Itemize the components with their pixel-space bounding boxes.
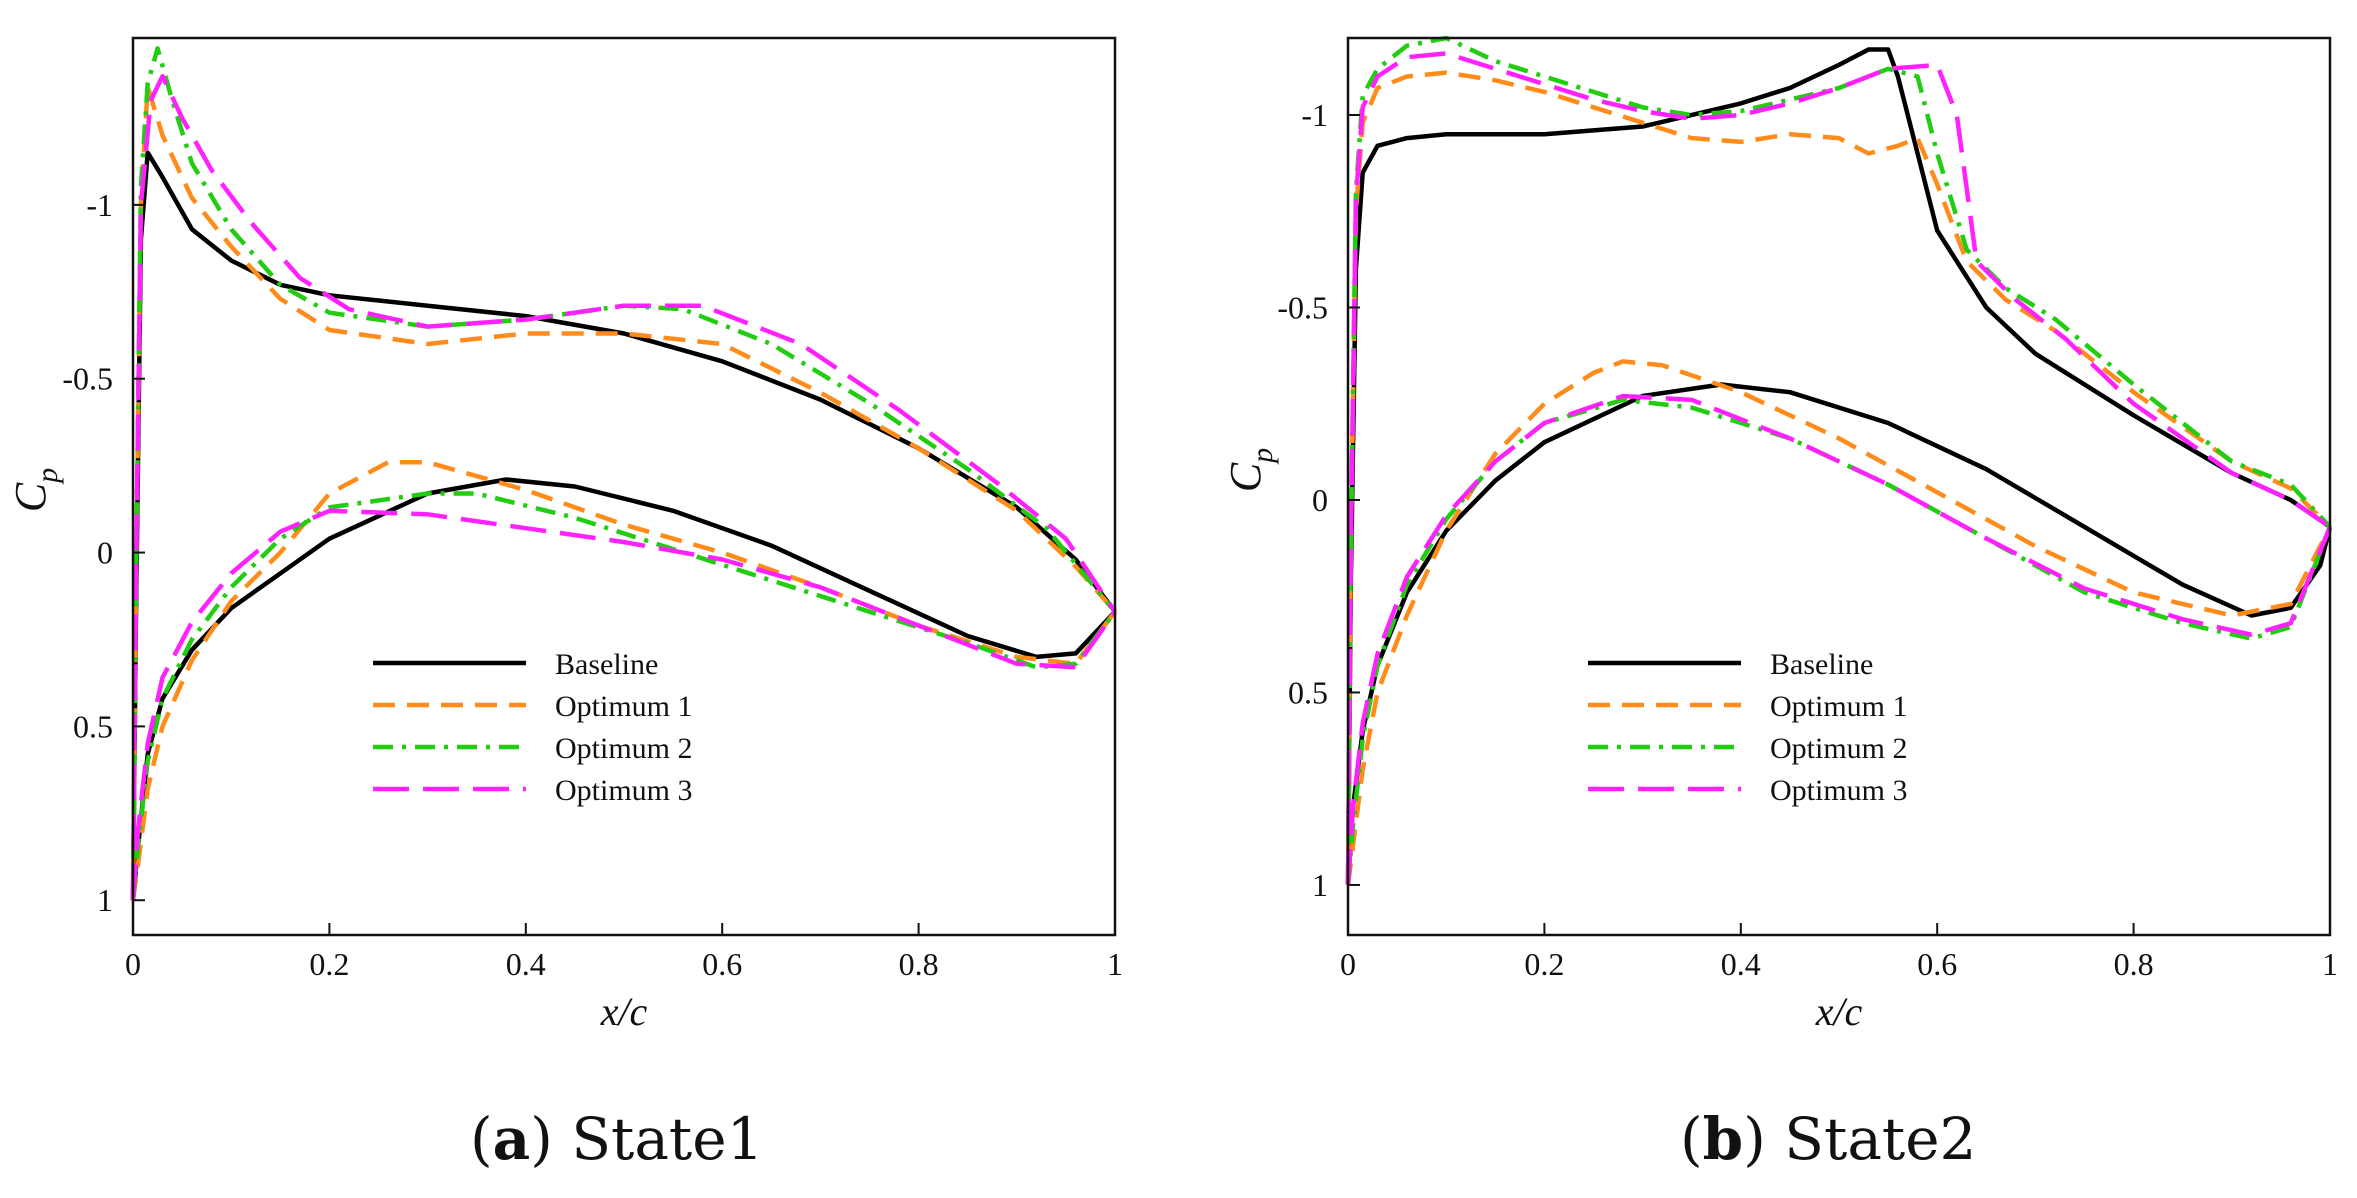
caption-letter-b: b [1702,1105,1744,1173]
y-axis-label: Cp [6,468,64,512]
x-axis-label: x/c [600,989,648,1034]
caption-text-b: State2 [1784,1105,1977,1173]
series-line-optimum-1-lower [1345,359,2333,886]
series-line-optimum-3-upper [1345,51,2332,886]
x-tick-label: 0 [1340,946,1356,982]
x-tick-label: 1 [2322,946,2338,982]
series-line-optimum-3-lower [130,508,1117,901]
plot-frame [1346,36,2332,937]
caption-letter-a: a [492,1105,531,1173]
y-tick-label: 1 [1312,867,1328,903]
x-axis-label: x/c [1815,989,1863,1034]
chart-panel-b: 0 0.2 0.4 0.6 0.8 1 -1 -0.5 0 0.5 1 x/c Cp Baseline Op… [1221,35,2338,1034]
y-tick-label: 0 [97,535,113,571]
series-line-optimum-1-upper [1345,70,2332,886]
y-tick-label: -0.5 [1277,289,1328,325]
y-tick-label: -1 [86,187,113,223]
y-tick-label: 1 [97,882,113,918]
x-tick-label: 0.6 [1917,946,1957,982]
series-line-baseline-upper [1345,47,2332,886]
series-line-optimum-2-lower [130,491,1117,901]
chart-panel-a: 0 0.2 0.4 0.6 0.8 1 -1 -0.5 0 0.5 1 x/c Cp Baseline Op… [6,36,1123,1034]
legend-label: Baseline [1770,648,1873,681]
y-tick-label: 0 [1312,482,1328,518]
y-tick-label: -0.5 [62,361,113,397]
x-tick-label: 1 [1107,946,1123,982]
legend-label: Optimum 1 [555,690,693,723]
x-tick-label: 0.2 [1524,946,1564,982]
series-line-optimum-2-upper [1345,35,2332,886]
x-tick-label: 0 [125,946,141,982]
caption-panel-b: (b) State2 [1680,1105,1977,1173]
legend: Baseline Optimum 1 Optimum 2 Optimum 3 [373,648,693,807]
series-line-optimum-1-lower [130,459,1117,901]
legend-label: Baseline [555,648,658,681]
series-line-optimum-1-upper [130,84,1117,901]
series-line-optimum-3-lower [1345,393,2333,886]
y-tick-label: -1 [1301,97,1328,133]
caption-text-a: State1 [571,1105,764,1173]
legend-label: Optimum 1 [1770,690,1908,723]
legend-label: Optimum 3 [555,774,693,807]
x-tick-label: 0.2 [309,946,349,982]
x-tick-label: 0.6 [702,946,742,982]
x-tick-label: 0.4 [1721,946,1761,982]
x-tick-label: 0.4 [506,946,546,982]
y-tick-label: 0.5 [73,708,113,744]
series-line-optimum-2-lower [1345,397,2333,886]
x-tick-label: 0.8 [899,946,939,982]
series-line-optimum-2-upper [130,46,1117,901]
legend-label: Optimum 2 [555,732,693,765]
legend-label: Optimum 2 [1770,732,1908,765]
legend-label: Optimum 3 [1770,774,1908,807]
plot-frame [131,36,1117,937]
y-tick-label: 0.5 [1288,674,1328,710]
caption-panel-a: (a) State1 [470,1105,764,1173]
x-tick-label: 0.8 [2114,946,2154,982]
series-line-optimum-3-upper [130,73,1117,901]
y-axis-label: Cp [1221,448,1279,492]
legend: Baseline Optimum 1 Optimum 2 Optimum 3 [1588,648,1908,807]
series-line-baseline-lower [130,477,1117,901]
